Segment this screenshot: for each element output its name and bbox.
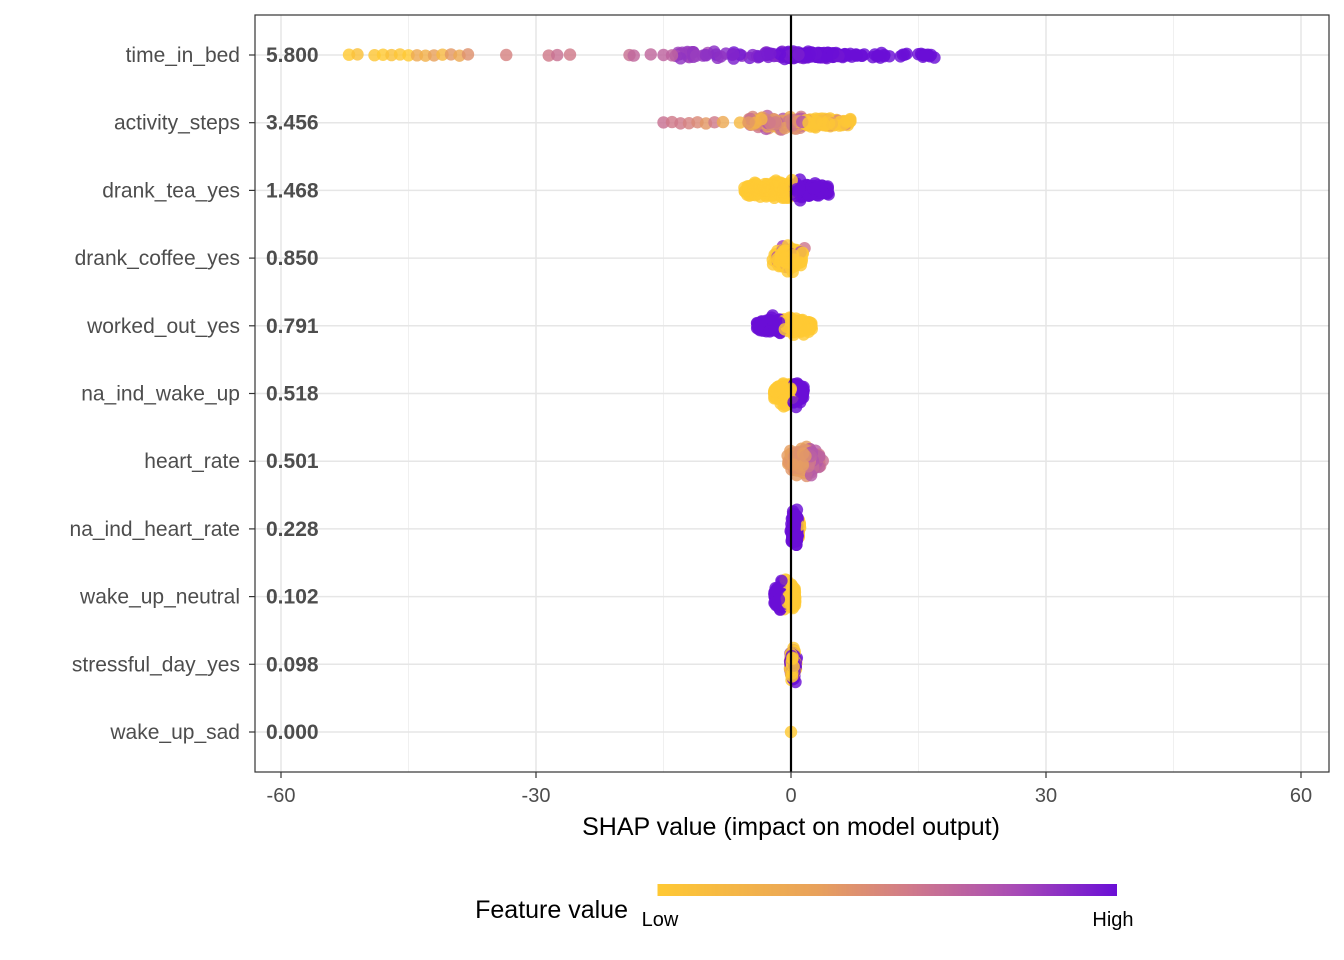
x-tick-label: 30 (1035, 785, 1057, 807)
shap-point (796, 246, 809, 259)
shap-point (787, 531, 801, 544)
mean-shap-value-label: 0.000 (266, 721, 319, 744)
shap-point-outlier (716, 115, 730, 129)
shap-point-outlier (351, 48, 364, 61)
x-tick-label: -60 (267, 785, 296, 807)
feature-name-label: time_in_bed (126, 44, 240, 67)
mean-shap-value-label: 0.228 (266, 518, 319, 541)
shap-point (799, 449, 812, 463)
shap-point (772, 593, 786, 606)
feature-name-label: activity_steps (114, 112, 240, 135)
mean-shap-value-label: 1.468 (266, 179, 319, 202)
shap-point (826, 47, 840, 60)
shap-point (778, 323, 792, 336)
shap-point-outlier (627, 49, 640, 62)
legend-low-label: Low (642, 909, 679, 931)
shap-point (871, 49, 885, 62)
shap-point (917, 48, 931, 62)
shap-point (787, 253, 800, 266)
shap-point (896, 48, 910, 61)
shap-point-outlier (461, 48, 475, 61)
shap-point (747, 182, 760, 196)
shap-point (755, 315, 768, 328)
shap-point (792, 48, 805, 61)
feature-name-label: na_ind_heart_rate (70, 518, 240, 541)
mean-shap-value-label: 0.098 (266, 653, 319, 676)
x-axis-title: SHAP value (impact on model output) (582, 813, 1000, 841)
shap-point (786, 651, 799, 664)
shap-point (855, 49, 868, 62)
legend-high-label: High (1092, 909, 1133, 931)
shap-point-outlier (402, 49, 415, 62)
mean-shap-value-label: 0.501 (266, 450, 319, 473)
feature-name-label: worked_out_yes (86, 315, 240, 338)
shap-point-outlier (742, 116, 755, 129)
mean-shap-value-label: 0.518 (266, 383, 319, 406)
shap-point (803, 48, 816, 61)
mean-shap-value-label: 5.800 (266, 44, 319, 67)
feature-name-label: drank_coffee_yes (75, 247, 240, 270)
shap-point (790, 182, 803, 196)
mean-shap-value-label: 0.791 (266, 315, 319, 338)
points-layer (342, 45, 941, 739)
shap-point (699, 49, 713, 62)
shap-point-outlier (563, 48, 577, 61)
shap-point (727, 47, 740, 61)
mean-shap-value-label: 0.850 (266, 247, 319, 270)
feature-labels: time_in_bed 5.800 activity_steps 3.456 drank… (70, 44, 319, 744)
feature-name-label: wake_up_sad (109, 721, 240, 744)
feature-name-label: wake_up_neutral (79, 586, 240, 609)
x-tick-label: -30 (522, 785, 551, 807)
shap-point (828, 118, 841, 131)
feature-name-label: na_ind_wake_up (81, 383, 240, 406)
shap-point (690, 49, 703, 62)
feature-name-label: drank_tea_yes (102, 179, 240, 202)
x-tick-label: 60 (1290, 785, 1312, 807)
color-legend: Feature value Low High (475, 884, 1134, 931)
shap-point (787, 458, 800, 471)
mean-shap-value-label: 3.456 (266, 112, 319, 135)
shap-point (769, 116, 782, 129)
legend-color-bar (657, 884, 1117, 896)
x-axis: -60 -30 0 30 60 (267, 772, 1312, 807)
shap-point (795, 386, 808, 399)
shap-point (837, 117, 851, 131)
shap-point (787, 596, 800, 609)
shap-point (790, 511, 804, 524)
shap-point-outlier (500, 48, 513, 62)
shap-point (753, 50, 766, 63)
shap-point (779, 190, 792, 203)
x-tick-label: 0 (785, 785, 796, 807)
shap-point-outlier (733, 116, 747, 129)
shap-point (775, 574, 788, 587)
legend-title: Feature value (475, 896, 628, 924)
shap-point (757, 180, 771, 194)
shap-point-outlier (665, 49, 679, 62)
feature-name-label: stressful_day_yes (72, 653, 240, 676)
mean-shap-value-label: 0.102 (266, 586, 319, 609)
shap-point (790, 316, 804, 329)
shap-point-outlier (551, 48, 564, 62)
shap-point (787, 396, 800, 409)
shap-point (809, 182, 822, 195)
shap-point-outlier (644, 48, 657, 61)
feature-name-label: heart_rate (144, 450, 240, 473)
shap-point (773, 47, 787, 61)
shap-point (764, 47, 777, 60)
shap-point (810, 115, 823, 129)
